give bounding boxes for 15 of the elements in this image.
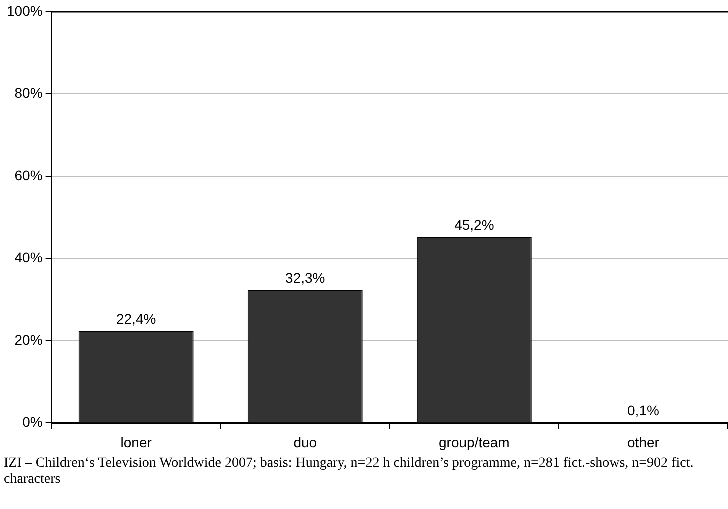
y-tick-label: 20% <box>14 332 43 348</box>
y-tick-label: 0% <box>22 414 43 430</box>
data-label: 45,2% <box>454 217 494 234</box>
x-tick-label: other <box>628 434 660 450</box>
data-label: 32,3% <box>286 270 326 286</box>
data-label: 0,1% <box>628 402 660 419</box>
x-tick-label: loner <box>120 434 152 450</box>
data-label: 22,4% <box>116 310 156 327</box>
y-tick-label: 40% <box>14 250 43 266</box>
x-tick-label: group/team <box>439 434 510 450</box>
y-tick-label: 100% <box>6 2 43 19</box>
text: IZI – Children‘s Television Worldwide 2007; basis: Hungary, n=22 h children’s programme, n=281 fict.-shows, n=902 fict. characters <box>4 456 695 488</box>
x-tick-label: duo <box>294 434 318 450</box>
y-tick-label: 60% <box>14 167 43 184</box>
y-tick-label: 80% <box>14 85 43 102</box>
